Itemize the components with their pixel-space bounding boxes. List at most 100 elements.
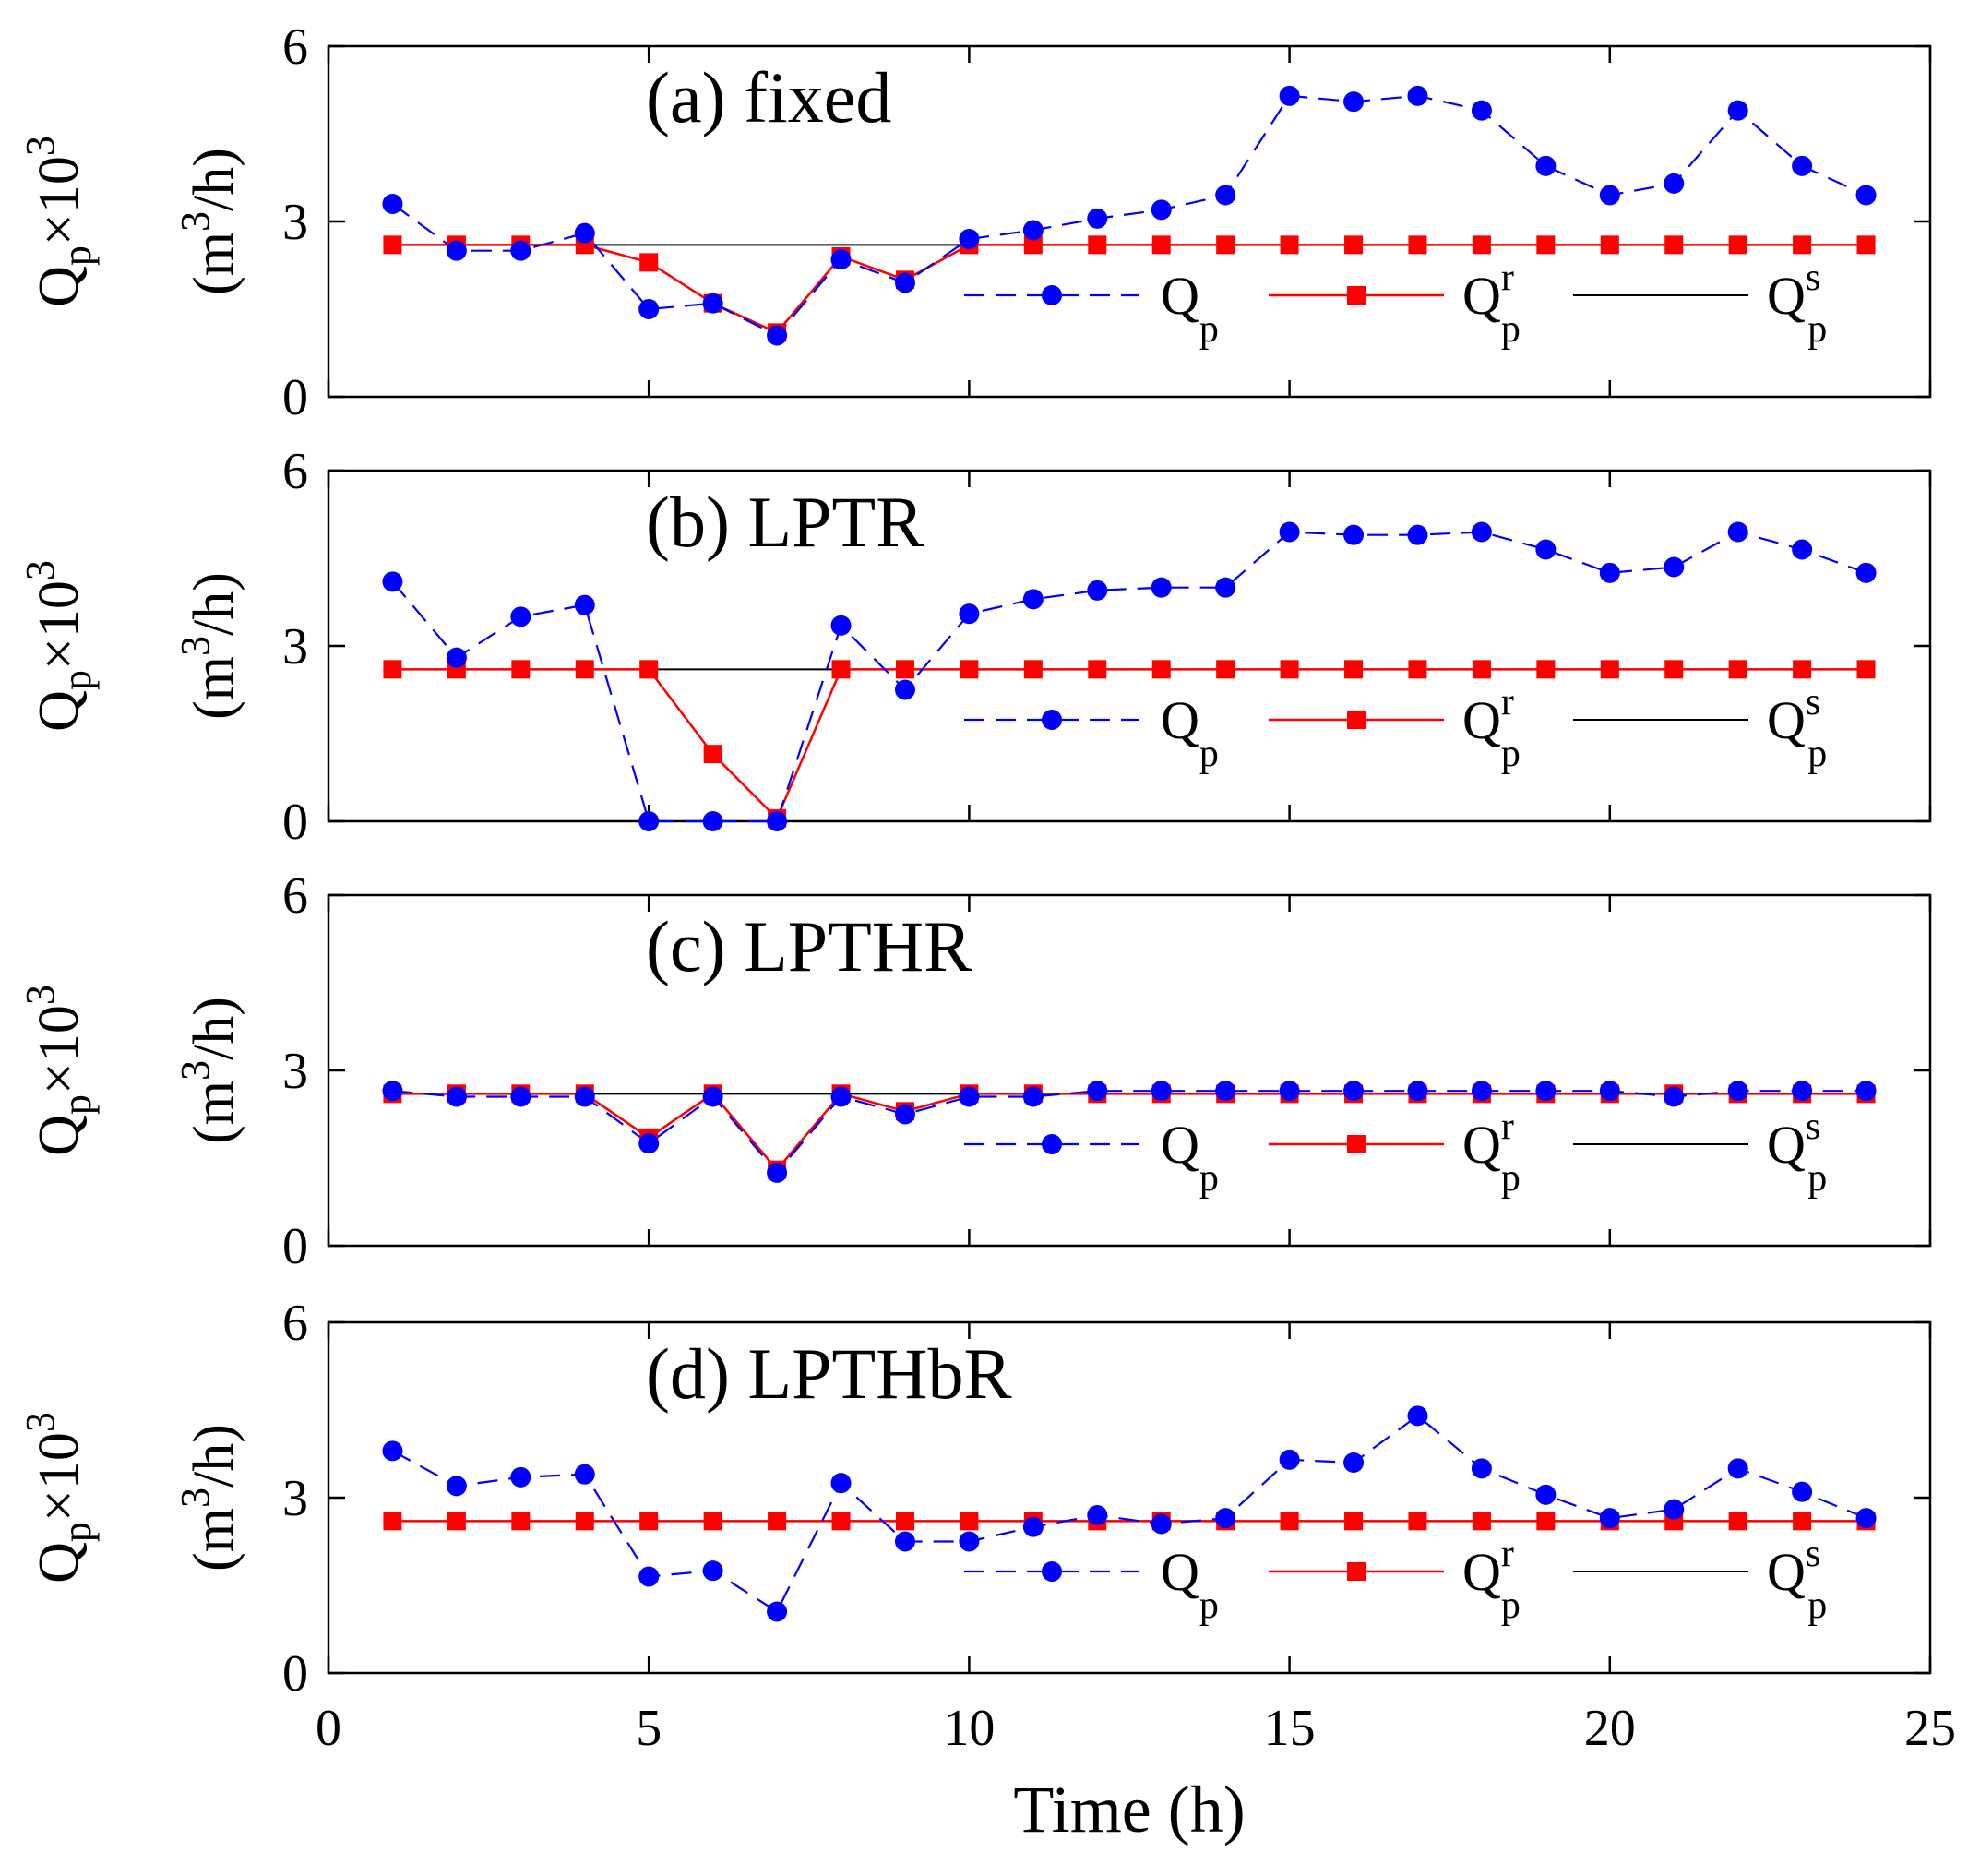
qp-point: [1599, 1081, 1620, 1102]
qp-point: [1215, 185, 1236, 206]
legend-qp-marker: [1042, 1561, 1062, 1582]
qp-point: [1022, 589, 1044, 610]
y-axis-label-line1: Qp×103: [18, 560, 100, 732]
y-tick-label: 0: [282, 369, 308, 426]
legend-label: Qs p: [1767, 257, 1827, 351]
x-axis-label: Time (h): [1013, 1773, 1245, 1846]
qpr-point: [960, 1512, 979, 1531]
qp-point: [1599, 562, 1620, 583]
qp-point: [1855, 185, 1877, 206]
qp-point: [1535, 539, 1557, 560]
legend-qp-marker: [1042, 285, 1062, 305]
qpr-point: [960, 660, 979, 679]
panel-title: (b) LPTR: [646, 482, 924, 562]
qp-point: [1664, 556, 1685, 578]
x-tick-label: 20: [1584, 1700, 1636, 1757]
qp-point: [574, 222, 595, 244]
qpr-point: [1280, 1512, 1299, 1531]
y-axis-label-line1: Qp×103: [18, 985, 100, 1156]
qpr-point: [575, 1512, 594, 1531]
series-qpr-line: [392, 244, 1867, 334]
legend-qpr-marker: [1347, 1562, 1366, 1581]
qp-point: [1855, 562, 1877, 583]
qp-point: [382, 1081, 403, 1102]
qpr-point: [639, 1512, 659, 1531]
qp-point: [638, 811, 660, 831]
qp-point: [1343, 1081, 1365, 1102]
y-tick-label: 0: [282, 794, 308, 851]
legend-qp-marker: [1042, 710, 1062, 730]
y-tick-label: 3: [282, 1470, 308, 1527]
qpr-point: [575, 660, 594, 679]
panel-title: (a) fixed: [646, 57, 891, 137]
qp-point: [1151, 577, 1172, 598]
y-tick-label: 3: [282, 618, 308, 675]
qpr-point: [1536, 660, 1556, 679]
qpr-point: [447, 1512, 466, 1531]
qp-point: [1407, 85, 1428, 106]
legend: Qp Qr p Qs p: [964, 1105, 1827, 1200]
qpr-point: [1408, 1512, 1427, 1531]
qp-point: [1727, 521, 1748, 543]
qp-point: [1279, 1081, 1300, 1102]
qp-point: [1471, 1458, 1492, 1479]
qpr-point: [383, 660, 402, 679]
qpr-point: [703, 745, 722, 764]
y-axis-label-line2: (m3/h): [173, 1424, 245, 1571]
series-qpr-line: [392, 668, 1867, 821]
qp-point: [382, 1440, 403, 1462]
qp-point: [1087, 1081, 1108, 1102]
qp-point: [382, 194, 403, 214]
y-tick-label: 3: [282, 194, 308, 251]
qp-point: [1151, 1081, 1172, 1102]
panels: 0 3 6 Qp×103 (m3/h) (a) fixed Qp Qr p Qs p 0 3 6 Qp×10…: [18, 18, 1932, 1703]
legend: Qp Qr p Qs p: [964, 257, 1827, 351]
qpr-point: [831, 660, 851, 679]
legend-label: Qr p: [1462, 1105, 1521, 1200]
qp-point: [1471, 521, 1492, 543]
qpr-point: [1151, 660, 1171, 679]
qpr-point: [1408, 235, 1427, 255]
panel-d: 0 3 6 Qp×103 (m3/h) (d) LPTHbR Qp Qr p Qs p: [18, 1295, 1932, 1703]
qp-point: [1215, 577, 1236, 598]
qp-point: [574, 1086, 595, 1107]
qpr-point: [1728, 660, 1747, 679]
qp-point: [1215, 1081, 1236, 1102]
legend-label: Qs p: [1767, 1105, 1827, 1200]
qp-point: [1343, 91, 1365, 113]
qpr-point: [639, 660, 659, 679]
series-qpr-line: [392, 1092, 1867, 1172]
qpr-point: [1023, 235, 1043, 255]
qp-point: [767, 325, 788, 346]
qp-point: [446, 1086, 467, 1107]
qpr-point: [1856, 660, 1876, 679]
legend-label: Qs p: [1767, 1533, 1827, 1627]
qp-point: [894, 272, 915, 293]
qp-point: [959, 1531, 980, 1552]
legend-label: Qp: [1161, 1542, 1219, 1627]
qp-point: [1215, 1508, 1236, 1529]
series-qp-line: [392, 1090, 1867, 1175]
qp-point: [1727, 100, 1748, 121]
qp-point: [1855, 1508, 1877, 1529]
qp-point: [959, 1086, 980, 1107]
qpr-point: [1793, 235, 1812, 255]
x-axis: 0 5 10 15 20 25: [316, 1700, 1956, 1757]
qpr-point: [1536, 235, 1556, 255]
qp-point: [1407, 1081, 1428, 1102]
qp-point: [1599, 1508, 1620, 1529]
legend-label: Qp: [1161, 266, 1219, 351]
qp-point: [767, 811, 788, 831]
qp-point: [702, 811, 723, 831]
qp-point: [1471, 1081, 1492, 1102]
qp-point: [1022, 1516, 1044, 1537]
qp-point: [382, 571, 403, 592]
legend-qpr-marker: [1347, 711, 1366, 729]
qpr-point: [1728, 235, 1747, 255]
qp-point: [1022, 220, 1044, 241]
qp-point: [1087, 208, 1108, 229]
qpr-point: [383, 235, 402, 255]
qpr-point: [1472, 660, 1491, 679]
qp-point: [1535, 1081, 1557, 1102]
x-tick-label: 0: [316, 1700, 341, 1757]
